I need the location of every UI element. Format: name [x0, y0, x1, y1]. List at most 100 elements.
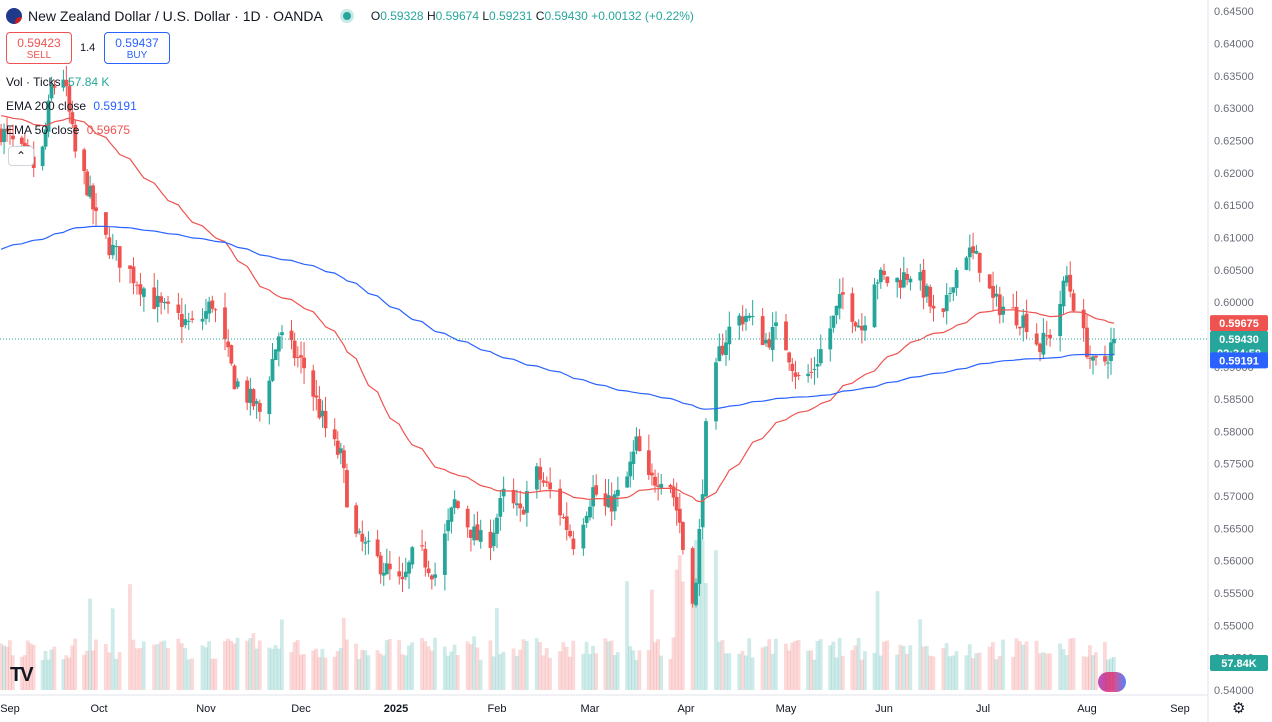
- time-tick-label: Jul: [976, 703, 990, 715]
- volume-bar: [878, 655, 883, 690]
- candle: [232, 365, 237, 390]
- candle: [581, 524, 586, 549]
- candle: [898, 279, 903, 288]
- candle: [1038, 343, 1042, 353]
- candle: [335, 440, 340, 455]
- time-axis[interactable]: Sep Oct Nov Dec 2025 Feb Mar Apr May Jun Jul Aug Sep: [0, 703, 1190, 715]
- candle: [818, 349, 823, 364]
- candle: [135, 284, 139, 286]
- volume-bar: [941, 648, 946, 690]
- buy-button[interactable]: 0.59437 BUY: [104, 32, 170, 64]
- volume-bar: [625, 581, 629, 690]
- legend-volume[interactable]: Vol · Ticks 57.84 K: [6, 75, 109, 89]
- volume-bar: [863, 651, 867, 690]
- candle: [332, 429, 337, 440]
- volume-bar: [491, 656, 496, 690]
- candle: [449, 507, 454, 522]
- sell-button[interactable]: 0.59423 SELL: [6, 32, 72, 64]
- open-label: O: [370, 9, 381, 23]
- volume-bar: [656, 639, 660, 690]
- volume-bar: [117, 652, 122, 690]
- time-tick-label: Aug: [1077, 703, 1097, 715]
- candle: [267, 380, 272, 415]
- candle: [245, 380, 250, 403]
- candle: [410, 547, 415, 565]
- volume-bar: [495, 608, 499, 690]
- candle: [747, 315, 752, 318]
- volume-bar: [747, 638, 752, 690]
- candle: [971, 246, 975, 254]
- volume-bar: [727, 653, 732, 690]
- candle: [423, 548, 428, 568]
- price-tick-label: 0.63500: [1214, 71, 1254, 83]
- collapse-legend-button[interactable]: ⌃: [8, 146, 34, 166]
- candle: [2, 128, 6, 142]
- volume-bar: [1094, 652, 1098, 690]
- candle: [317, 398, 322, 418]
- ema200-label: EMA 200 close: [6, 99, 87, 113]
- ema200-value: 0.59191: [93, 99, 137, 113]
- symbol-header: New Zealand Dollar / U.S. Dollar · 1D · …: [6, 8, 694, 24]
- volume-bar: [378, 653, 383, 690]
- candle: [498, 498, 503, 517]
- volume-bar: [875, 591, 880, 690]
- volume-bar: [631, 650, 636, 690]
- candle: [1103, 356, 1107, 362]
- volume-bar: [232, 643, 237, 690]
- buy-label: BUY: [126, 49, 148, 61]
- candle: [61, 79, 66, 88]
- volume-bar: [649, 589, 654, 690]
- price-axis[interactable]: 0.64500 0.64000 0.63500 0.63000 0.62500 0.620…: [1214, 6, 1254, 697]
- candle: [311, 370, 316, 397]
- volume-bar: [452, 644, 457, 690]
- volume-bar: [488, 640, 493, 690]
- volume-bar: [1041, 652, 1046, 690]
- candle: [809, 371, 814, 373]
- ema200-line: [0, 225, 1115, 410]
- candle: [790, 363, 795, 372]
- volume-bar: [88, 598, 92, 690]
- price-tick-label: 0.57500: [1214, 459, 1254, 471]
- vol-value: 57.84 K: [68, 75, 110, 89]
- candle: [360, 533, 365, 542]
- candle: [544, 481, 549, 483]
- candle: [1014, 306, 1019, 326]
- compare-symbols-icon[interactable]: [1098, 672, 1126, 692]
- volume-bar: [449, 651, 454, 690]
- candle: [1044, 335, 1049, 337]
- legend-ema200[interactable]: EMA 200 close 0.59191: [6, 99, 137, 113]
- volume-bar: [764, 646, 768, 690]
- legend-ema50[interactable]: EMA 50 close 0.59675: [6, 123, 130, 137]
- volume-bar: [928, 655, 932, 690]
- volume-bar: [186, 659, 191, 690]
- volume-bar: [498, 654, 503, 690]
- close-value: 0.59430: [544, 9, 588, 23]
- candle: [1048, 334, 1052, 339]
- gear-icon[interactable]: ⚙: [1232, 700, 1246, 717]
- volume-bar: [433, 637, 437, 690]
- candle: [299, 355, 303, 358]
- symbol-title[interactable]: New Zealand Dollar / U.S. Dollar · 1D · …: [28, 8, 323, 24]
- candle: [905, 273, 909, 280]
- volume-bar: [882, 641, 886, 690]
- volume-bar: [581, 653, 586, 690]
- candle: [541, 480, 546, 483]
- volume-bar: [254, 648, 259, 690]
- candle: [94, 207, 98, 212]
- candle: [495, 517, 499, 534]
- candle: [1001, 306, 1006, 315]
- candle: [73, 124, 78, 152]
- volume-bar: [1048, 653, 1052, 690]
- volume-bar: [948, 656, 952, 690]
- volume-bar: [465, 641, 470, 690]
- volume-bar: [806, 650, 810, 690]
- volume-bar: [584, 641, 589, 690]
- candle: [433, 574, 437, 578]
- volume-bar: [403, 655, 408, 690]
- volume-bar: [1061, 649, 1066, 690]
- candle: [82, 149, 87, 172]
- candle: [446, 520, 451, 532]
- volume-bar: [1017, 641, 1022, 690]
- volume-bar: [363, 650, 368, 690]
